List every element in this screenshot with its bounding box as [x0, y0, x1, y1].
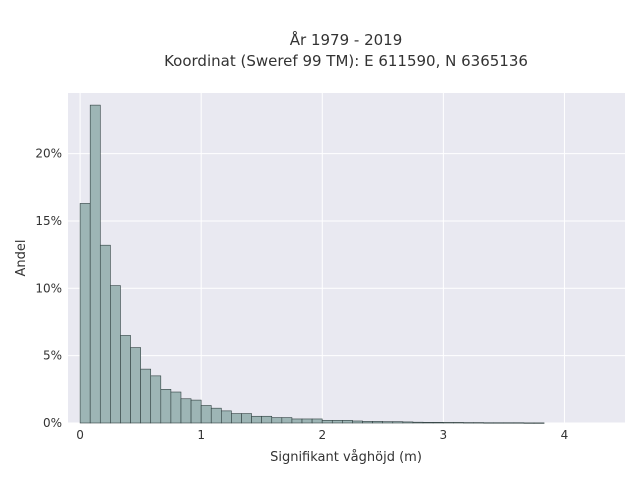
histogram-bar: [301, 418, 313, 424]
histogram-bar: [221, 410, 232, 424]
histogram-bar: [473, 422, 484, 424]
histogram-bar: [110, 285, 121, 424]
histogram-bar: [160, 389, 172, 424]
histogram-bar: [352, 420, 363, 424]
histogram-bar: [523, 422, 535, 424]
histogram-bar: [533, 422, 545, 424]
histogram-bar: [261, 415, 273, 424]
histogram-bar: [271, 417, 283, 424]
histogram-bar: [251, 415, 262, 424]
histogram-bar: [422, 422, 434, 424]
y-tick-label: 10%: [35, 281, 62, 295]
histogram-bar: [291, 418, 303, 424]
histogram-bar: [120, 335, 131, 424]
histogram-bar: [89, 104, 101, 424]
histogram-bar: [342, 420, 353, 424]
histogram-bar: [432, 422, 444, 424]
histogram-bar: [362, 421, 373, 424]
histogram-bar: [241, 413, 252, 424]
chart-title-line2: Koordinat (Sweref 99 TM): E 611590, N 63…: [164, 52, 528, 70]
histogram-bar: [210, 407, 222, 424]
x-tick-label: 2: [318, 428, 326, 442]
histogram-bar: [150, 375, 162, 424]
histogram-bar: [402, 421, 414, 424]
chart-title-line1: År 1979 - 2019: [290, 30, 403, 49]
histogram-bar: [231, 413, 242, 424]
histogram-bar: [331, 420, 343, 424]
y-axis-label: Andel: [14, 240, 29, 277]
histogram-bar: [281, 417, 293, 424]
histogram-bar: [170, 391, 182, 424]
histogram-bar: [412, 421, 424, 424]
y-tick-label: 5%: [43, 349, 62, 363]
histogram-bar: [513, 422, 525, 424]
histogram-bar: [463, 422, 474, 424]
x-tick-label: 0: [76, 428, 84, 442]
histogram-bar: [372, 421, 384, 424]
histogram-bar: [453, 422, 464, 424]
y-tick-label: 0%: [43, 416, 62, 430]
histogram-bar: [382, 421, 394, 424]
x-tick-label: 1: [197, 428, 205, 442]
histogram-bar: [503, 422, 515, 424]
histogram-bar: [493, 422, 505, 424]
x-tick-label: 3: [440, 428, 448, 442]
plot-area: [68, 93, 625, 423]
axis-ticks: 0% 5% 10% 15% 20% 0 1 2 3 4: [35, 147, 568, 442]
histogram-bar: [442, 422, 454, 424]
y-tick-label: 15%: [35, 214, 62, 228]
histogram-bar: [140, 368, 152, 424]
histogram-bar: [99, 244, 111, 424]
histogram-bar: [483, 422, 494, 424]
histogram-bar: [321, 420, 333, 424]
histogram-bar: [180, 398, 192, 424]
histogram-bars: [79, 104, 545, 424]
x-axis-label: Signifikant våghöjd (m): [270, 450, 422, 465]
histogram-bar: [190, 399, 202, 424]
histogram-bar: [392, 421, 404, 424]
histogram-bar: [79, 203, 91, 424]
y-tick-label: 20%: [35, 147, 62, 161]
histogram-bar: [130, 347, 141, 424]
histogram-bar: [311, 418, 323, 424]
x-tick-label: 4: [561, 428, 569, 442]
histogram-bar: [200, 405, 212, 424]
